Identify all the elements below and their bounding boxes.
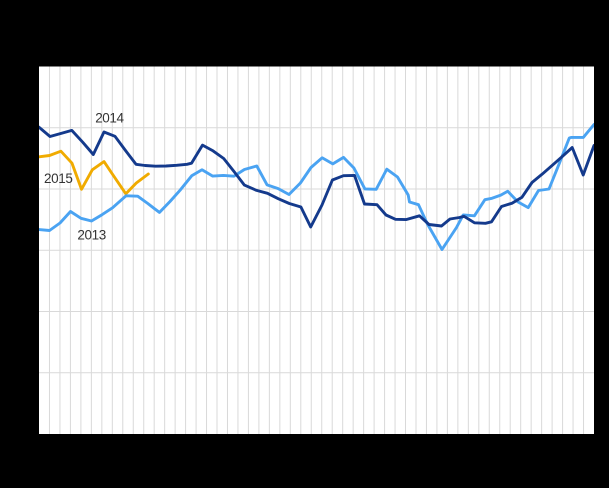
svg-text:2013: 2013 [77, 227, 105, 242]
svg-text:2014: 2014 [95, 111, 124, 126]
svg-text:2015: 2015 [44, 171, 72, 186]
